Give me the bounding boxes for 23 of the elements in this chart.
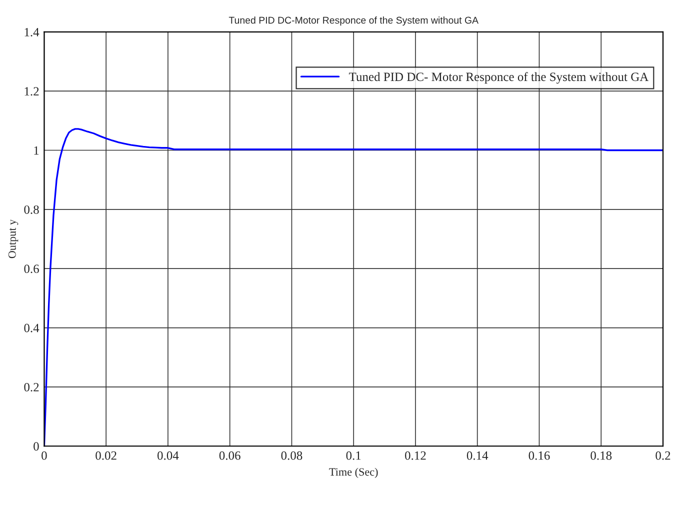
y-tick-label: 0.4 bbox=[24, 324, 40, 332]
y-tick-label: 0.2 bbox=[24, 382, 39, 392]
x-tick-label: 0.04 bbox=[158, 451, 179, 460]
x-tick-label: 0 bbox=[42, 451, 47, 460]
x-axis-title: Time (Sec) bbox=[329, 468, 378, 478]
y-tick-label: 1.4 bbox=[24, 28, 40, 36]
y-tick-label: 1 bbox=[34, 146, 39, 155]
x-tick-label: 0.18 bbox=[590, 451, 612, 460]
x-tick-label: 0.1 bbox=[346, 451, 361, 460]
y-tick-label: 0.8 bbox=[24, 205, 39, 214]
x-tick-label: 0.06 bbox=[219, 451, 240, 460]
y-axis-title: Output y bbox=[8, 219, 18, 258]
y-tick-label: 1.2 bbox=[24, 87, 39, 96]
y-tick-label: 0 bbox=[34, 442, 39, 451]
x-tick-label: 0.08 bbox=[281, 451, 302, 460]
chart-title: Tuned PID DC-Motor Responce of the System without GA bbox=[228, 16, 478, 26]
x-tick-label: 0.02 bbox=[96, 451, 116, 460]
x-tick-label: 0.14 bbox=[466, 451, 488, 460]
x-tick-label: 0.2 bbox=[656, 451, 670, 460]
x-tick-label: 0.16 bbox=[528, 451, 550, 460]
x-tick-label: 0.12 bbox=[405, 451, 426, 460]
y-tick-label: 0.6 bbox=[24, 264, 39, 274]
legend-label: Tuned PID DC- Motor Responce of the System without GA bbox=[349, 72, 649, 84]
